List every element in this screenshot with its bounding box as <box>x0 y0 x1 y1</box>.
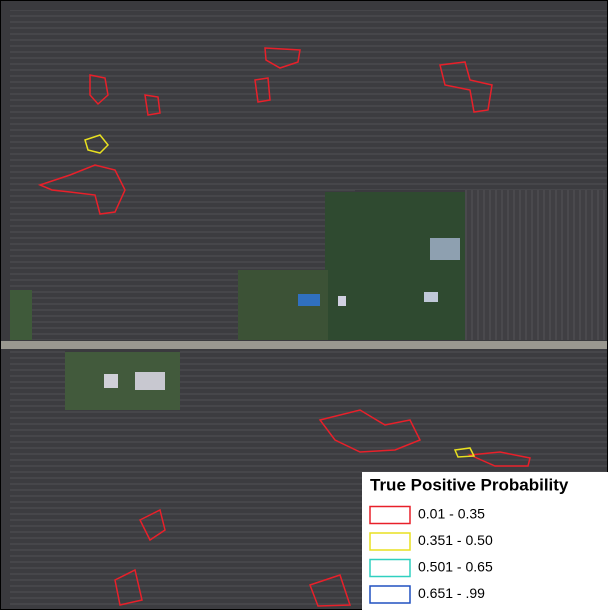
building <box>104 374 118 388</box>
building <box>424 292 438 302</box>
legend-label: 0.351 - 0.50 <box>418 532 493 548</box>
map: True Positive Probability 0.01 - 0.35 0.3… <box>0 0 608 610</box>
field <box>180 350 608 410</box>
building <box>430 238 460 260</box>
field <box>10 350 65 610</box>
legend: True Positive Probability 0.01 - 0.35 0.3… <box>362 472 608 610</box>
building <box>298 294 320 306</box>
field <box>355 10 608 190</box>
building <box>338 296 346 306</box>
legend-label: 0.651 - .99 <box>418 585 485 601</box>
legend-swatch <box>370 586 410 603</box>
field <box>465 190 608 340</box>
road <box>0 341 608 349</box>
building <box>135 372 165 390</box>
legend-swatch <box>370 533 410 550</box>
farmstead <box>325 192 465 340</box>
legend-swatch <box>370 507 410 524</box>
tree-line <box>10 290 32 340</box>
legend-swatch <box>370 560 410 577</box>
legend-label: 0.01 - 0.35 <box>418 506 485 522</box>
legend-title: True Positive Probability <box>370 475 569 494</box>
legend-label: 0.501 - 0.65 <box>418 559 493 575</box>
